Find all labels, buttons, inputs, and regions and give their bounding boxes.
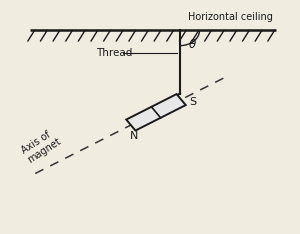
Text: Axis of
magnet: Axis of magnet — [20, 127, 63, 165]
Text: θ: θ — [188, 38, 196, 51]
Text: Thread: Thread — [96, 48, 132, 58]
Polygon shape — [126, 94, 186, 131]
Text: S: S — [190, 97, 197, 107]
Text: N: N — [130, 131, 138, 141]
Text: Horizontal ceiling: Horizontal ceiling — [188, 12, 273, 22]
